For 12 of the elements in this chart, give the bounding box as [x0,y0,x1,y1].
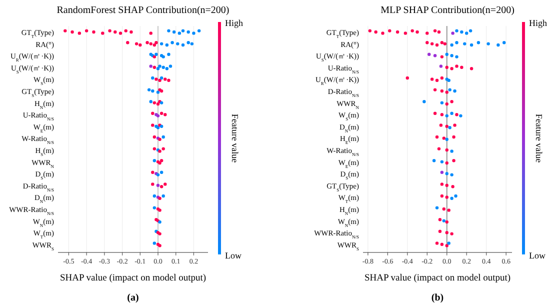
chart-title: MLP SHAP Contribution(n=200) [380,5,514,16]
x-axis-title: SHAP value (impact on model output) [364,273,511,284]
color-bar-title: Feature value [534,114,544,163]
text: Low [529,250,546,260]
chart-title: RandomForest SHAP Contribution(n=200) [56,5,230,16]
text: (b) [431,292,444,303]
text: High [225,18,244,28]
x-axis-title: SHAP value (impact on model output) [60,273,206,284]
text: (a) [127,292,139,303]
text: Low [225,250,242,260]
text: High [529,18,548,28]
color-bar-title: Feature value [230,114,240,163]
